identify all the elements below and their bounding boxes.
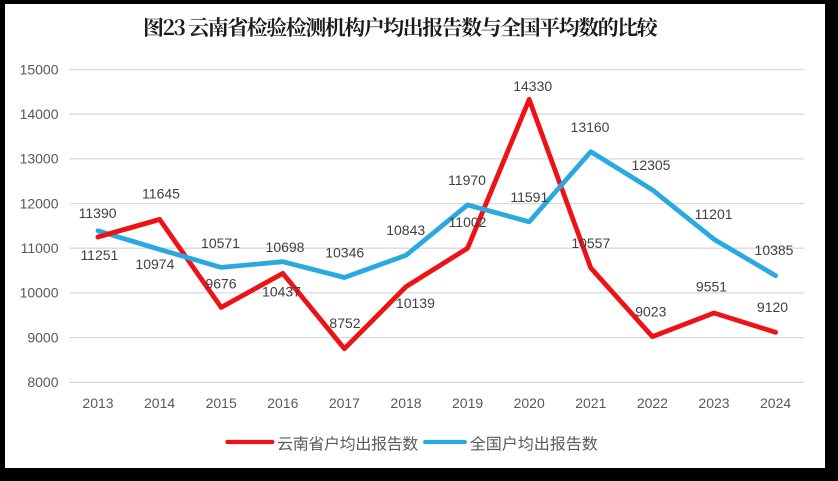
svg-text:10571: 10571 [201, 235, 240, 251]
svg-text:2022: 2022 [637, 395, 668, 411]
svg-text:2021: 2021 [575, 395, 606, 411]
svg-text:10557: 10557 [571, 235, 610, 251]
svg-text:2024: 2024 [760, 395, 791, 411]
svg-text:8752: 8752 [329, 315, 360, 331]
svg-text:13000: 13000 [20, 151, 59, 167]
svg-text:2020: 2020 [514, 395, 545, 411]
svg-text:9551: 9551 [696, 279, 727, 295]
svg-text:11645: 11645 [142, 186, 180, 202]
svg-text:11000: 11000 [21, 240, 59, 256]
svg-text:9120: 9120 [757, 299, 788, 315]
svg-text:11970: 11970 [448, 172, 486, 188]
svg-text:11002: 11002 [449, 214, 487, 230]
svg-text:2023: 2023 [698, 395, 729, 411]
svg-text:10139: 10139 [396, 295, 435, 311]
svg-text:9023: 9023 [635, 303, 666, 319]
svg-text:11390: 11390 [79, 205, 117, 221]
svg-text:9676: 9676 [205, 276, 236, 292]
svg-text:12305: 12305 [632, 157, 671, 173]
svg-text:10698: 10698 [266, 239, 305, 255]
svg-text:13160: 13160 [571, 119, 610, 135]
svg-text:10843: 10843 [386, 222, 425, 238]
svg-text:10437: 10437 [262, 283, 301, 299]
svg-text:10346: 10346 [325, 245, 364, 261]
svg-text:8000: 8000 [27, 374, 58, 390]
svg-text:9000: 9000 [27, 329, 58, 345]
svg-text:2014: 2014 [144, 395, 175, 411]
svg-text:10385: 10385 [755, 242, 794, 258]
svg-text:10974: 10974 [135, 256, 174, 272]
svg-text:12000: 12000 [20, 195, 59, 211]
svg-text:11201: 11201 [695, 206, 733, 222]
svg-text:2015: 2015 [206, 395, 237, 411]
svg-text:14000: 14000 [20, 106, 59, 122]
svg-text:15000: 15000 [20, 61, 59, 77]
svg-text:2013: 2013 [82, 395, 113, 411]
svg-text:2017: 2017 [329, 395, 360, 411]
svg-text:2018: 2018 [390, 395, 421, 411]
svg-text:10000: 10000 [20, 285, 59, 301]
svg-text:11251: 11251 [80, 247, 118, 263]
svg-text:14330: 14330 [513, 78, 552, 94]
svg-text:2016: 2016 [267, 395, 298, 411]
svg-text:2019: 2019 [452, 395, 483, 411]
svg-text:11591: 11591 [510, 189, 548, 205]
